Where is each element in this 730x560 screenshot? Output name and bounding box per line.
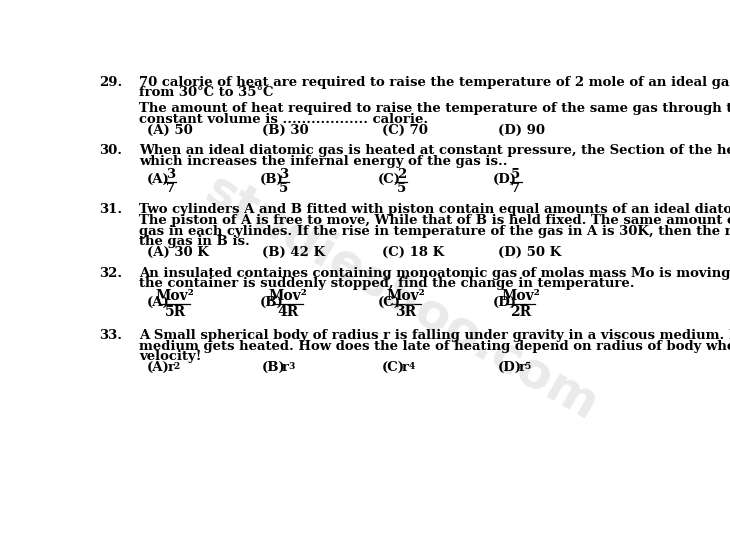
Text: studiesSoo.com: studiesSoo.com (196, 166, 607, 431)
Text: (B): (B) (262, 361, 285, 374)
Text: Mov²: Mov² (155, 289, 194, 303)
Text: 70 calorie of heat are required to raise the temperature of 2 mole of an ideal g: 70 calorie of heat are required to raise… (139, 76, 730, 88)
Text: A Small spherical body of radius r is falling under gravity in a viscous medium.: A Small spherical body of radius r is fa… (139, 329, 730, 342)
Text: Mov²: Mov² (502, 289, 540, 303)
Text: r: r (402, 361, 409, 374)
Text: 5: 5 (396, 183, 406, 195)
Text: The amount of heat required to raise the temperature of the same gas through the: The amount of heat required to raise the… (139, 102, 730, 115)
Text: which increases the infernal energy of the gas is..: which increases the infernal energy of t… (139, 155, 508, 168)
Text: (C) 70: (C) 70 (382, 124, 428, 137)
Text: constant volume is .................. calorie.: constant volume is .................. ca… (139, 113, 429, 126)
Text: The piston of A is free to move, While that of B is held fixed. The same amount : The piston of A is free to move, While t… (139, 214, 730, 227)
Text: 5: 5 (279, 183, 288, 195)
Text: (C) 18 K: (C) 18 K (382, 246, 444, 259)
Text: (B): (B) (260, 296, 284, 309)
Text: r: r (167, 361, 174, 374)
Text: gas in each cylindes. If the rise in temperature of the gas in A is 30K, then th: gas in each cylindes. If the rise in tem… (139, 225, 730, 237)
Text: from 30°C to 35°C: from 30°C to 35°C (139, 86, 274, 99)
Text: 30.: 30. (99, 144, 122, 157)
Text: When an ideal diatomic gas is heated at constant pressure, the Section of the he: When an ideal diatomic gas is heated at … (139, 144, 730, 157)
Text: 3: 3 (288, 362, 294, 371)
Text: An insulated containes containing monoatomic gas of molas mass Mo is moving with: An insulated containes containing monoat… (139, 267, 730, 280)
Text: (B): (B) (260, 173, 284, 186)
Text: (D): (D) (493, 296, 517, 309)
Text: velocity!: velocity! (139, 351, 201, 363)
Text: 5: 5 (511, 168, 520, 181)
Text: Mov²: Mov² (269, 289, 307, 303)
Text: 4: 4 (408, 362, 415, 371)
Text: 3: 3 (279, 168, 288, 181)
Text: 29.: 29. (99, 76, 122, 88)
Text: (B) 42 K: (B) 42 K (262, 246, 325, 259)
Text: (D): (D) (493, 173, 517, 186)
Text: (D): (D) (498, 361, 522, 374)
Text: the container is suddenly stopped, find the change in temperature.: the container is suddenly stopped, find … (139, 277, 635, 291)
Text: (D) 90: (D) 90 (498, 124, 545, 137)
Text: (A) 30 K: (A) 30 K (147, 246, 209, 259)
Text: medium gets heated. How does the late of heating depend on radius of body when i: medium gets heated. How does the late of… (139, 340, 730, 353)
Text: (B) 30: (B) 30 (262, 124, 308, 137)
Text: 5: 5 (524, 362, 531, 371)
Text: 3: 3 (166, 168, 175, 181)
Text: r: r (518, 361, 526, 374)
Text: Mov²: Mov² (386, 289, 426, 303)
Text: 7: 7 (512, 183, 520, 195)
Text: (C): (C) (382, 361, 405, 374)
Text: 33.: 33. (99, 329, 122, 342)
Text: (A): (A) (147, 173, 170, 186)
Text: 32.: 32. (99, 267, 122, 280)
Text: r: r (282, 361, 289, 374)
Text: Two cylinders A and B fitted with piston contain equal amounts of an ideal diato: Two cylinders A and B fitted with piston… (139, 203, 730, 217)
Text: 2R: 2R (510, 305, 531, 319)
Text: (C): (C) (378, 296, 401, 309)
Text: 5R: 5R (164, 305, 185, 319)
Text: the gas in B is.: the gas in B is. (139, 235, 250, 248)
Text: 2: 2 (174, 362, 180, 371)
Text: 7: 7 (166, 183, 175, 195)
Text: 3R: 3R (396, 305, 416, 319)
Text: 2: 2 (396, 168, 406, 181)
Text: (C): (C) (378, 173, 401, 186)
Text: (A): (A) (147, 361, 170, 374)
Text: 4R: 4R (277, 305, 299, 319)
Text: (D) 50 K: (D) 50 K (498, 246, 561, 259)
Text: 31.: 31. (99, 203, 122, 217)
Text: (A) 50: (A) 50 (147, 124, 193, 137)
Text: (A): (A) (147, 296, 170, 309)
